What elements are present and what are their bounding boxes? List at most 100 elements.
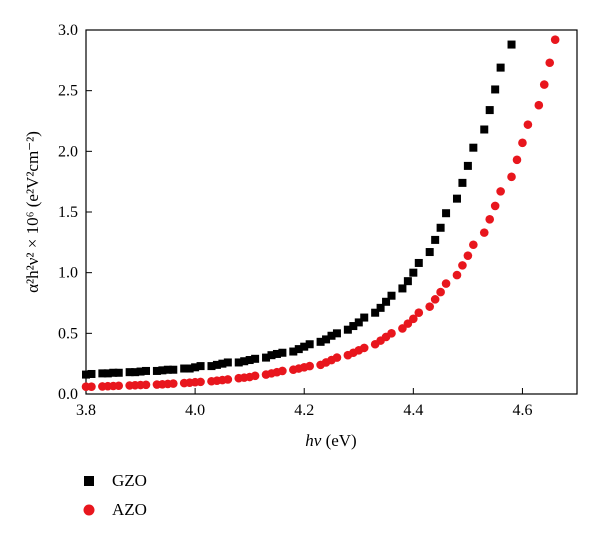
gzo-data-point (136, 367, 145, 376)
azo-data-point (507, 172, 516, 182)
gzo-data-point (507, 40, 516, 49)
gzo-data-point (234, 358, 243, 367)
gzo-data-point (289, 347, 298, 356)
azo-data-point (332, 353, 342, 362)
gzo-data-point (185, 364, 194, 373)
azo-data-point (479, 228, 489, 237)
data-points (81, 35, 560, 392)
y-axis: 0.0 0.5 1.0 1.5 2.0 2.5 3.0 (58, 22, 92, 403)
azo-data-point (250, 371, 260, 381)
azo-data-point (550, 35, 560, 45)
x-tick-label: 4.6 (512, 402, 532, 419)
gzo-data-point (218, 359, 227, 368)
azo-data-point (485, 214, 495, 224)
gzo-data-point (463, 161, 472, 170)
gzo-data-point (316, 337, 325, 346)
azo-data-point (463, 251, 473, 260)
gzo-data-point (272, 349, 281, 358)
x-tick-label: 4.4 (403, 402, 423, 419)
gzo-data-point (87, 369, 96, 378)
gzo-data-point (131, 368, 140, 377)
azo-data-point (490, 201, 500, 211)
x-tick-label: 4.2 (294, 402, 314, 419)
gzo-data-point (491, 85, 500, 94)
azo-data-point (441, 279, 451, 288)
azo-data-point (496, 187, 505, 196)
gzo-data-point (152, 366, 161, 375)
y-tick-label: 2.0 (58, 143, 78, 160)
azo-data-point (359, 343, 369, 353)
gzo-data-point (332, 329, 341, 338)
legend-label-azo: AZO (112, 500, 147, 519)
gzo-data-point (425, 248, 434, 257)
gzo-data-point (109, 368, 118, 377)
y-tick-label: 0.0 (58, 386, 78, 403)
gzo-data-point (496, 63, 505, 72)
azo-data-point (168, 379, 178, 388)
azo-data-point (518, 138, 527, 148)
legend-marker-azo (83, 504, 95, 516)
gzo-data-point (82, 370, 90, 379)
azo-data-point (436, 287, 445, 297)
x-axis-label: hν (eV) (305, 431, 356, 450)
azo-data-point (141, 380, 151, 390)
azo-data-point (223, 375, 233, 384)
gzo-data-point (354, 318, 363, 327)
azo-data-point (452, 270, 462, 280)
gzo-data-point (343, 325, 352, 334)
gzo-data-point (485, 106, 494, 115)
gzo-data-point (322, 335, 331, 344)
gzo-data-point (300, 342, 309, 351)
gzo-data-point (431, 235, 440, 244)
gzo-data-point (458, 178, 467, 187)
gzo-data-point (125, 368, 134, 377)
gzo-data-point (240, 357, 249, 366)
y-tick-label: 1.5 (58, 204, 78, 221)
gzo-data-point (207, 362, 216, 371)
azo-data-point (278, 366, 287, 376)
gzo-data-point (142, 366, 151, 375)
gzo-data-point (403, 277, 412, 286)
azo-data-point (545, 58, 555, 68)
gzo-data-point (382, 297, 391, 306)
gzo-data-point (251, 354, 260, 363)
azo-data-point (196, 377, 205, 387)
gzo-data-point (262, 353, 271, 362)
gzo-data-point (398, 284, 407, 293)
gzo-data-point (360, 313, 369, 322)
gzo-data-point (98, 369, 107, 378)
gzo-data-point (414, 258, 423, 267)
gzo-data-point (436, 223, 445, 232)
x-tick-label: 3.8 (76, 402, 96, 419)
legend-marker-gzo (84, 476, 94, 486)
azo-data-point (430, 295, 440, 304)
gzo-data-point (267, 351, 276, 360)
y-tick-label: 1.0 (58, 265, 78, 282)
azo-data-point (469, 240, 478, 250)
azo-data-point (425, 302, 435, 311)
y-tick-label: 2.5 (58, 83, 78, 100)
legend-label-gzo: GZO (112, 471, 147, 490)
gzo-data-point (294, 345, 303, 354)
azo-data-point (387, 329, 396, 338)
gzo-data-point (169, 365, 178, 374)
gzo-data-point (278, 348, 287, 357)
gzo-data-point (442, 209, 451, 218)
gzo-data-point (180, 364, 189, 373)
gzo-data-point (103, 369, 112, 378)
gzo-data-point (212, 360, 221, 369)
gzo-data-point (191, 363, 200, 372)
gzo-data-point (452, 194, 461, 203)
x-axis: 3.8 4.0 4.2 4.4 4.6 (76, 388, 532, 419)
legend: GZO AZO (83, 471, 147, 519)
gzo-data-point (469, 143, 478, 152)
gzo-data-point (196, 362, 205, 371)
azo-data-point (512, 155, 522, 165)
gzo-data-point (327, 331, 336, 340)
gzo-data-point (163, 365, 172, 374)
gzo-data-point (409, 268, 418, 277)
gzo-data-point (349, 322, 358, 331)
azo-data-point (534, 100, 544, 110)
gzo-data-point (158, 366, 167, 375)
